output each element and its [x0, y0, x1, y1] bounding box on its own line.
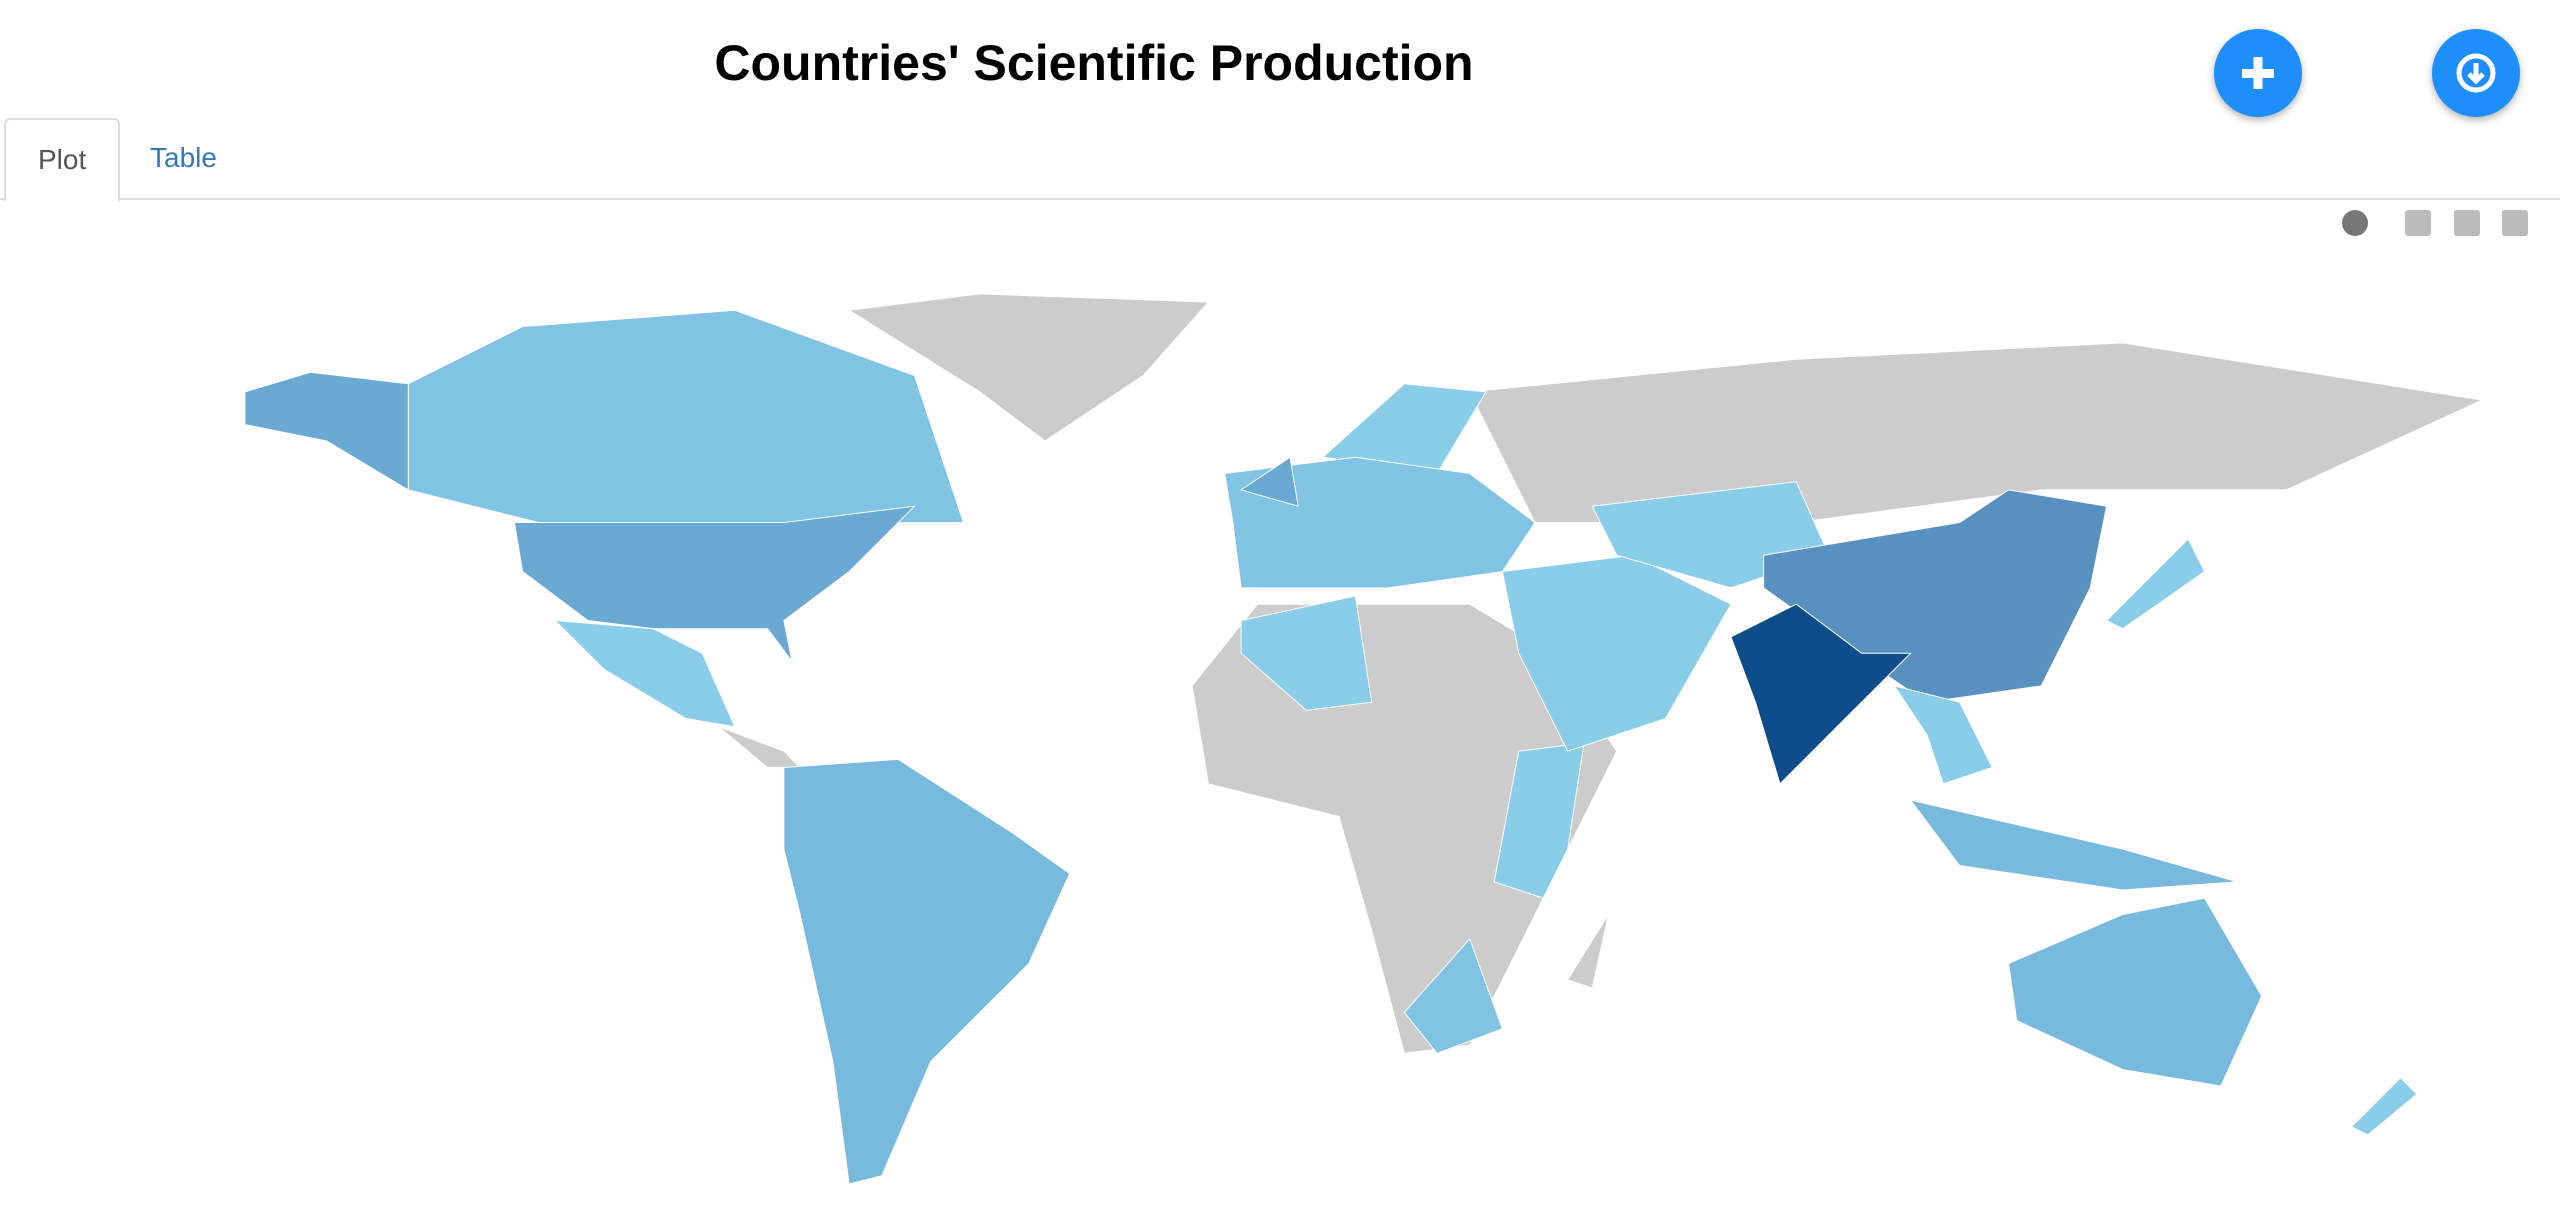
tab-divider: [0, 198, 2560, 200]
greenland: [847, 293, 1210, 442]
download-button[interactable]: [2432, 29, 2520, 117]
japan: [2105, 538, 2206, 630]
plus-icon: [2242, 57, 2274, 89]
table-tab[interactable]: Table: [150, 142, 217, 173]
zoom-tool[interactable]: [2342, 210, 2368, 236]
plot-tab[interactable]: Plot: [4, 118, 121, 202]
india: [1730, 603, 1912, 785]
south-africa: [1403, 938, 1503, 1054]
download-icon: [2456, 53, 2496, 93]
russia: [1468, 342, 2484, 524]
add-button[interactable]: [2214, 29, 2302, 117]
australia: [2008, 897, 2263, 1087]
canada: [407, 309, 965, 524]
uk: [1239, 456, 1299, 507]
south-america: [783, 758, 1071, 1185]
africa: [1191, 603, 1618, 1054]
north-africa: [1240, 595, 1373, 711]
fit-tool[interactable]: [2502, 210, 2528, 236]
alaska: [244, 371, 409, 491]
indonesia: [1909, 799, 2238, 891]
page-title: Countries' Scientific Production: [714, 35, 1474, 91]
mexico: [553, 619, 736, 728]
central-america: [718, 726, 802, 768]
zoom-in-tool[interactable]: [2405, 210, 2431, 236]
madagascar: [1566, 914, 1609, 989]
new-zealand: [2350, 1077, 2418, 1136]
zoom-out-tool[interactable]: [2454, 210, 2480, 236]
usa: [513, 505, 916, 662]
southeast-asia: [1893, 685, 1993, 785]
